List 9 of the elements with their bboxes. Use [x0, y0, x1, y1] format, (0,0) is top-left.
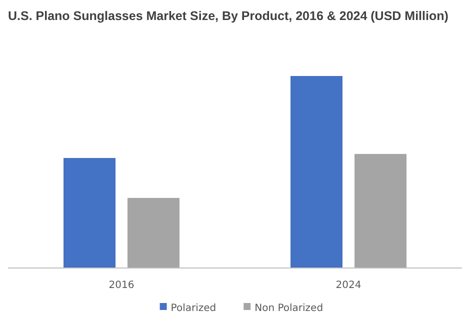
- legend-label: Polarized: [170, 303, 216, 314]
- legend-label: Non Polarized: [254, 303, 324, 314]
- bar: [64, 158, 116, 268]
- bar: [354, 154, 406, 268]
- bar: [290, 76, 342, 268]
- x-tick-label: 2016: [108, 280, 134, 291]
- x-tick-label: 2024: [336, 280, 362, 291]
- chart-title: U.S. Plano Sunglasses Market Size, By Product, 2016 & 2024 (USD Million): [8, 9, 448, 23]
- bar: [128, 198, 180, 268]
